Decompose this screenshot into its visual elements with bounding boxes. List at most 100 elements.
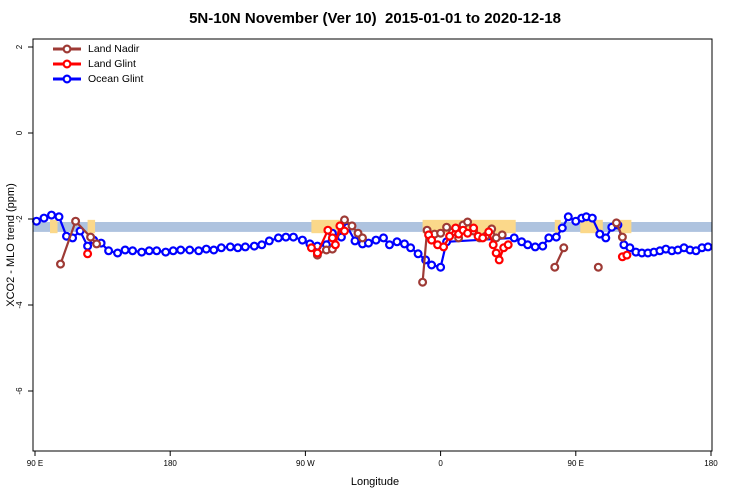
ocean-glint-point (257, 240, 267, 250)
legend-item-land-nadir: Land Nadir (52, 41, 143, 56)
y-tick-label: 2 (15, 44, 24, 49)
ocean-glint-point (168, 246, 178, 256)
land-glint-point (503, 240, 513, 250)
land-reference-band-segment (87, 219, 96, 234)
x-axis-label: Longitude (350, 476, 400, 488)
ocean-glint-point (563, 212, 573, 222)
ocean-glint-point (406, 243, 416, 253)
land-reference-band-segment (50, 219, 58, 234)
land-nadir-line (59, 220, 98, 265)
ocean-glint-point (288, 232, 298, 242)
ocean-glint-point (144, 246, 154, 256)
land-glint-point (439, 242, 449, 252)
ocean-glint-point (551, 232, 561, 242)
ocean-glint-point (152, 246, 162, 256)
ocean-glint-point (185, 245, 195, 255)
land-glint-point (327, 233, 337, 243)
ocean-glint-point (379, 233, 389, 243)
ocean-glint-point (350, 236, 360, 246)
ocean-glint-point (413, 249, 423, 259)
ocean-glint-point (530, 242, 540, 252)
land-nadir-point (340, 215, 350, 225)
ocean-glint-point (161, 247, 171, 257)
land-glint-point (494, 255, 504, 265)
land-nadir-point (86, 232, 96, 242)
ocean-glint-point (587, 213, 597, 223)
ocean-glint-point (273, 233, 283, 243)
ocean-glint-point (509, 233, 519, 243)
land-nadir-point (559, 243, 569, 253)
ocean-glint-point (364, 238, 374, 248)
ocean-glint-point (137, 247, 147, 257)
land-glint-point (491, 248, 501, 258)
ocean-glint-point (83, 241, 93, 251)
ocean-glint-point (249, 241, 259, 251)
land-glint-point (463, 228, 473, 238)
land-nadir-point (347, 221, 357, 231)
land-nadir-point (497, 230, 507, 240)
ocean-glint-point (104, 246, 114, 256)
land-glint-point (83, 249, 93, 259)
ocean-glint-point (31, 216, 41, 226)
ocean-glint-point (233, 243, 243, 253)
land-nadir-point (71, 216, 81, 226)
legend-item-land-glint: Land Glint (52, 56, 143, 71)
land-reference-band-segment (554, 219, 561, 234)
ocean-glint-point (544, 233, 554, 243)
land-nadir-point (442, 222, 452, 232)
land-glint-point (312, 248, 322, 258)
legend-item-ocean-glint: Ocean Glint (52, 71, 143, 86)
legend: Land Nadir Land Glint Ocean Glint (52, 41, 143, 86)
legend-label-land-glint: Land Glint (88, 57, 136, 70)
ocean-glint-point (595, 229, 605, 239)
ocean-glint-point (371, 235, 381, 245)
ocean-glint-point (54, 212, 64, 222)
ocean-glint-point (703, 242, 713, 252)
ocean-glint-point (400, 239, 410, 249)
land-nadir-point (593, 262, 603, 272)
ocean-glint-point (113, 248, 123, 258)
y-tick-label: -6 (15, 387, 24, 395)
ocean-glint-point (625, 243, 635, 253)
ocean-glint-point (128, 246, 138, 256)
x-tick-label: 180 (704, 459, 718, 468)
ocean-glint-point (209, 245, 219, 255)
land-glint-point (445, 231, 455, 241)
land-glint-point (323, 225, 333, 235)
y-tick-label: -4 (15, 301, 24, 309)
ocean-glint-point (216, 243, 226, 253)
land-glint-point (306, 243, 316, 253)
land-glint-point (469, 223, 479, 233)
x-tick-label: 180 (164, 459, 178, 468)
land-nadir-point (418, 277, 428, 287)
ocean-glint-point (538, 241, 548, 251)
land-nadir-point (55, 259, 65, 269)
land-nadir-point (617, 232, 627, 242)
x-tick-label: 90 E (568, 459, 584, 468)
ocean-glint-point (194, 246, 204, 256)
legend-marker-land-nadir-icon (53, 43, 81, 54)
plot-border (32, 38, 713, 452)
ocean-glint-point (264, 236, 274, 246)
x-tick-label: 0 (438, 459, 443, 468)
land-glint-point (484, 227, 494, 237)
ocean-glint-point (557, 223, 567, 233)
land-glint-point (622, 250, 632, 260)
land-nadir-point (358, 233, 368, 243)
x-tick-label: 90 W (296, 459, 315, 468)
ocean-glint-point (601, 233, 611, 243)
land-glint-point (330, 240, 340, 250)
y-tick-label: -2 (15, 215, 24, 223)
land-nadir-point (436, 228, 446, 238)
ocean-glint-point (46, 210, 56, 220)
ocean-glint-point (281, 232, 291, 242)
legend-label-ocean-glint: Ocean Glint (88, 72, 144, 85)
ocean-glint-point (240, 242, 250, 252)
legend-marker-land-glint-icon (53, 58, 81, 69)
ocean-reference-band (33, 222, 712, 232)
y-tick-label: 0 (15, 130, 24, 135)
ocean-glint-point (176, 245, 186, 255)
land-glint-point (478, 233, 488, 243)
